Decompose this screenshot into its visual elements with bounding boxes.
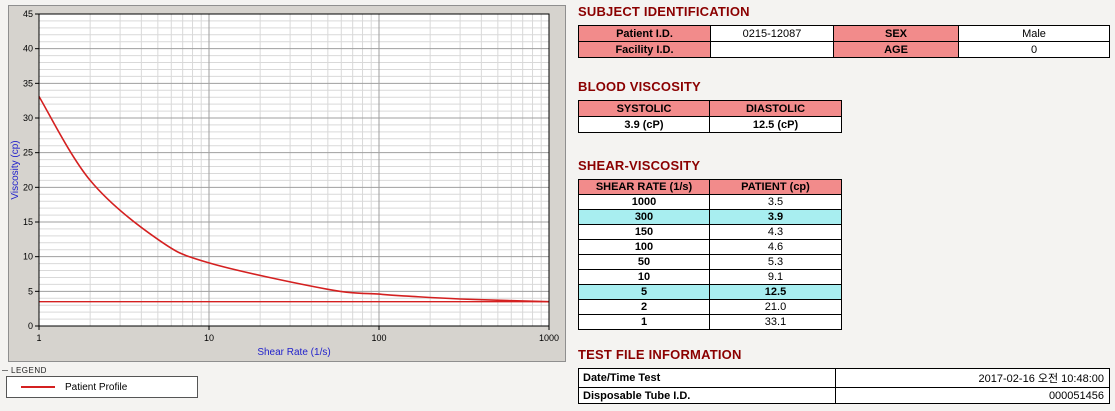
patient-viscosity-value: 9.1 — [709, 269, 842, 285]
subject-table: Patient I.D. 0215-12087 SEX Male Facilit… — [578, 25, 1110, 58]
date-time-value: 2017-02-16 오전 10:48:00 — [835, 368, 1110, 388]
shear-rate-header: SHEAR RATE (1/s) — [578, 179, 710, 195]
shear-row: 50 5.3 — [578, 254, 842, 270]
patient-viscosity-value: 12.5 — [709, 284, 842, 300]
svg-text:15: 15 — [23, 217, 33, 227]
patient-id-value: 0215-12087 — [710, 25, 834, 42]
legend-entry-label: Patient Profile — [65, 381, 128, 393]
table-row: SYSTOLIC DIASTOLIC — [578, 100, 842, 117]
svg-text:Viscosity (cp): Viscosity (cp) — [10, 140, 21, 199]
svg-text:25: 25 — [23, 148, 33, 158]
shear-row: 2 21.0 — [578, 299, 842, 315]
legend: LEGEND Patient Profile — [2, 366, 212, 398]
section-title-shear-viscosity: SHEAR-VISCOSITY — [578, 158, 701, 173]
svg-text:40: 40 — [23, 44, 33, 54]
patient-cp-header: PATIENT (cp) — [709, 179, 842, 195]
systolic-header: SYSTOLIC — [578, 100, 710, 117]
svg-text:5: 5 — [28, 286, 33, 296]
patient-viscosity-value: 21.0 — [709, 299, 842, 315]
shear-row: 5 12.5 — [578, 284, 842, 300]
svg-text:45: 45 — [23, 9, 33, 19]
shear-row: 1000 3.5 — [578, 194, 842, 210]
svg-text:Shear Rate (1/s): Shear Rate (1/s) — [257, 347, 330, 358]
svg-text:10: 10 — [23, 252, 33, 262]
table-header-row: SHEAR RATE (1/s) PATIENT (cp) — [578, 179, 842, 195]
section-title-test-file: TEST FILE INFORMATION — [578, 347, 742, 362]
viscosity-chart-panel: 0 5 10 15 20 25 30 35 40 45 1 10 100 1000 Shear Rate (… — [8, 5, 566, 362]
age-label: AGE — [833, 41, 959, 58]
legend-group-label: LEGEND — [11, 366, 47, 375]
systolic-value: 3.9 (cP) — [578, 116, 710, 133]
svg-text:1000: 1000 — [539, 333, 559, 343]
sex-value: Male — [958, 25, 1110, 42]
diastolic-value: 12.5 (cP) — [709, 116, 842, 133]
table-row: 3.9 (cP) 12.5 (cP) — [578, 116, 842, 133]
svg-text:30: 30 — [23, 113, 33, 123]
shear-rate-value: 2 — [578, 299, 710, 315]
shear-rate-value: 100 — [578, 239, 710, 255]
svg-text:20: 20 — [23, 182, 33, 192]
legend-rule — [2, 370, 8, 371]
patient-viscosity-value: 3.9 — [709, 209, 842, 225]
facility-id-value — [710, 41, 834, 58]
svg-text:35: 35 — [23, 78, 33, 88]
shear-rate-value: 150 — [578, 224, 710, 240]
svg-text:10: 10 — [204, 333, 214, 343]
shear-rate-value: 1 — [578, 314, 710, 330]
table-row: Date/Time Test 2017-02-16 오전 10:48:00 — [578, 368, 1110, 388]
svg-text:1: 1 — [36, 333, 41, 343]
shear-row: 100 4.6 — [578, 239, 842, 255]
shear-rate-value: 5 — [578, 284, 710, 300]
tube-id-label: Disposable Tube I.D. — [578, 387, 836, 404]
facility-id-label: Facility I.D. — [578, 41, 711, 58]
legend-box: Patient Profile — [6, 376, 198, 398]
shear-viscosity-table: SHEAR RATE (1/s) PATIENT (cp) 1000 3.5 3… — [578, 179, 842, 330]
section-title-subject: SUBJECT IDENTIFICATION — [578, 4, 750, 19]
shear-row: 150 4.3 — [578, 224, 842, 240]
patient-viscosity-value: 4.3 — [709, 224, 842, 240]
legend-line-sample-icon — [21, 386, 55, 388]
shear-row: 1 33.1 — [578, 314, 842, 330]
age-value: 0 — [958, 41, 1110, 58]
sex-label: SEX — [833, 25, 959, 42]
patient-viscosity-value: 5.3 — [709, 254, 842, 270]
svg-text:0: 0 — [28, 321, 33, 331]
svg-text:100: 100 — [371, 333, 386, 343]
shear-row: 300 3.9 — [578, 209, 842, 225]
diastolic-header: DIASTOLIC — [709, 100, 842, 117]
table-row: Facility I.D. AGE 0 — [578, 41, 1110, 58]
patient-viscosity-value: 4.6 — [709, 239, 842, 255]
test-file-table: Date/Time Test 2017-02-16 오전 10:48:00 Di… — [578, 368, 1110, 404]
table-row: Patient I.D. 0215-12087 SEX Male — [578, 25, 1110, 42]
shear-rate-value: 1000 — [578, 194, 710, 210]
blood-viscosity-table: SYSTOLIC DIASTOLIC 3.9 (cP) 12.5 (cP) — [578, 100, 842, 133]
shear-rate-value: 50 — [578, 254, 710, 270]
date-time-label: Date/Time Test — [578, 368, 836, 388]
legend-caption: LEGEND — [2, 366, 212, 375]
tube-id-value: 000051456 — [835, 387, 1110, 404]
shear-viscosity-chart: 0 5 10 15 20 25 30 35 40 45 1 10 100 1000 Shear Rate (… — [9, 6, 565, 359]
patient-viscosity-value: 33.1 — [709, 314, 842, 330]
section-title-blood-viscosity: BLOOD VISCOSITY — [578, 79, 701, 94]
table-row: Disposable Tube I.D. 000051456 — [578, 387, 1110, 404]
report-panel: SUBJECT IDENTIFICATION Patient I.D. 0215… — [578, 4, 1110, 404]
shear-rate-value: 300 — [578, 209, 710, 225]
patient-id-label: Patient I.D. — [578, 25, 711, 42]
patient-viscosity-value: 3.5 — [709, 194, 842, 210]
shear-rate-value: 10 — [578, 269, 710, 285]
shear-row: 10 9.1 — [578, 269, 842, 285]
